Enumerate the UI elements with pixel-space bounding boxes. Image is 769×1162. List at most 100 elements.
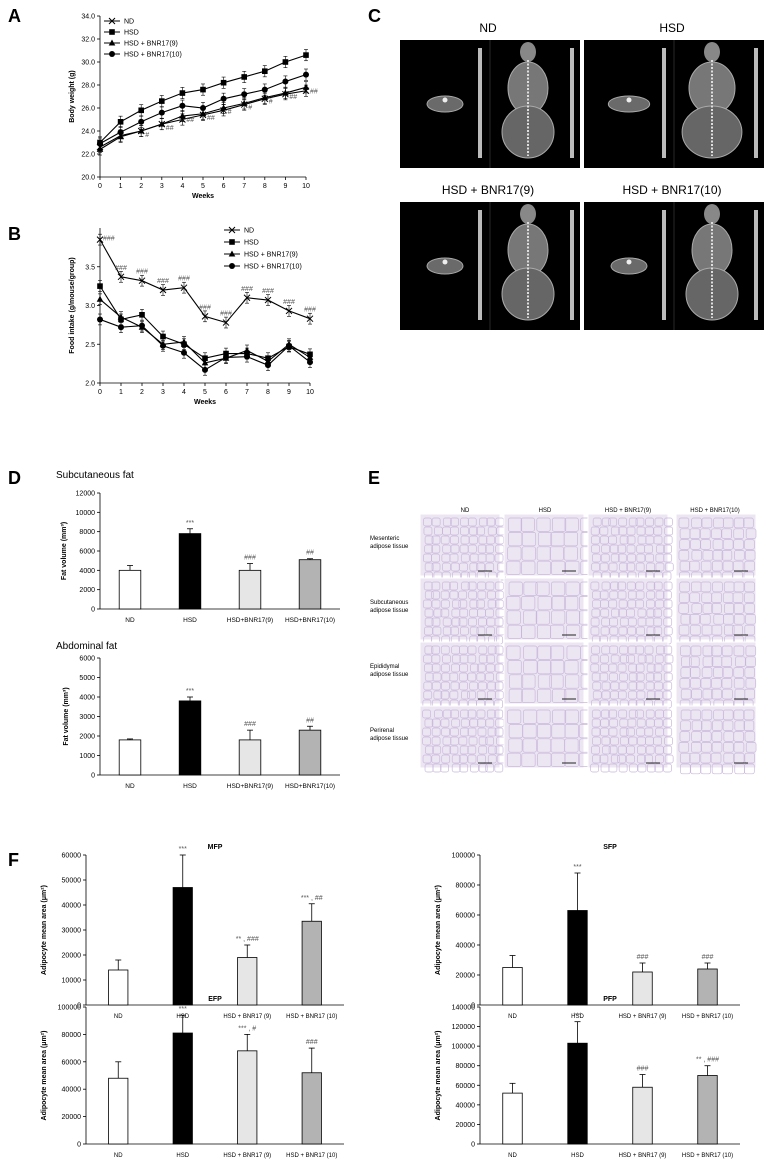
data-point (222, 319, 230, 326)
annotation: ## (306, 550, 314, 557)
adipocyte-cell (653, 535, 663, 545)
adipocyte-cell (523, 660, 538, 675)
adipocyte-cell (689, 656, 700, 667)
adipocyte-cell (468, 590, 478, 600)
adipocyte-cell (700, 763, 712, 775)
ct-label-hsd: HSD (659, 21, 685, 35)
adipocyte-cell (645, 681, 655, 691)
adipocyte-cell (459, 608, 469, 618)
adipocyte-cell (637, 654, 647, 664)
adipocyte-cell (618, 626, 628, 636)
adipocyte-cell (552, 517, 567, 532)
histology-tile (675, 513, 757, 583)
adipocyte-cell (507, 546, 522, 561)
adipocyte-cell (627, 553, 637, 563)
adipocyte-cell (712, 550, 724, 561)
adipocyte-cell (469, 562, 479, 572)
category-label: HSD + BNR17 (9) (619, 1014, 667, 1020)
adipocyte-cell (733, 645, 745, 657)
adipocyte-cell (628, 681, 638, 691)
annotation: *** , # (238, 1025, 256, 1032)
adipocyte-cell (654, 654, 664, 664)
adipocyte-cell (520, 517, 535, 532)
adipocyte-cell (663, 581, 673, 591)
adipocyte-cell (601, 690, 611, 700)
adipocyte-cell (521, 546, 536, 561)
adipocyte-cell (431, 754, 441, 764)
data-point (303, 71, 309, 78)
y-tick-label: 0 (471, 1003, 475, 1010)
y-tick-label: 4000 (79, 568, 95, 575)
adipocyte-cell (678, 517, 690, 529)
adipocyte-cell (609, 617, 618, 627)
data-point (138, 118, 145, 125)
data-point (200, 86, 206, 93)
adipocyte-cell (508, 532, 523, 547)
bar (632, 1086, 653, 1145)
adipocyte-cell (690, 539, 701, 550)
data-point (117, 313, 125, 320)
y-tick-label: 20000 (456, 973, 476, 980)
adipocyte-cell (469, 535, 478, 545)
annotation: # (269, 99, 273, 106)
data-point (241, 91, 248, 98)
y-tick-label: 80000 (456, 883, 476, 890)
adipocyte-cell (431, 544, 441, 554)
adipocyte-cell (433, 608, 443, 618)
adipocyte-cell (521, 596, 536, 611)
adipocyte-cell (619, 736, 629, 746)
adipocyte-cell (467, 690, 476, 700)
adipocyte-cell (626, 754, 635, 764)
data-point (220, 79, 227, 86)
adipocyte-cell (653, 617, 663, 627)
adipocyte-cell (431, 599, 441, 609)
legend-label: HSD + BNR17(9) (124, 41, 178, 48)
adipocyte-cell (646, 763, 656, 773)
adipocyte-cell (626, 608, 635, 618)
adipocyte-cell (536, 517, 551, 532)
adipocyte-cell (663, 663, 673, 673)
ct-body-head (704, 204, 720, 224)
data-point (240, 99, 248, 106)
adipocyte-cell (431, 553, 440, 563)
adipocyte-cell (506, 610, 521, 625)
bar (172, 887, 193, 1006)
adipocyte-cell (745, 614, 756, 625)
adipocyte-cell (723, 624, 735, 636)
adipocyte-cell (451, 718, 461, 728)
adipocyte-cell (663, 626, 673, 636)
category-label: HSD + BNR17 (9) (223, 1014, 271, 1020)
chart-title: EFP (208, 996, 222, 1003)
adipocyte-cell (724, 603, 735, 614)
adipocyte-cell (655, 590, 665, 600)
adipocyte-cell (744, 581, 755, 593)
data-point (265, 362, 271, 369)
adipocyte-cell (609, 718, 618, 728)
bar (567, 910, 588, 1006)
adipocyte-cell (592, 590, 601, 600)
y-axis-label: Adipocyte mean area (μm²) (41, 885, 48, 975)
data-point (97, 316, 103, 323)
panel-label-e: E (368, 468, 380, 488)
annotation: *** (186, 520, 194, 527)
adipocyte-cell (662, 590, 672, 600)
data-point (303, 52, 309, 58)
ct-scale-bar (478, 48, 482, 158)
annotation: *** (186, 688, 194, 695)
y-tick-label: 10000 (62, 978, 82, 985)
adipocyte-cell (702, 645, 714, 657)
category-label: HSD (176, 1153, 189, 1159)
histology-image (503, 513, 585, 577)
x-tick-label: 3 (160, 183, 164, 190)
adipocyte-cell (565, 610, 581, 625)
y-tick-label: 40000 (456, 1102, 476, 1109)
adipocyte-cell (723, 742, 734, 753)
adipocyte-cell (424, 562, 434, 572)
adipocyte-cell (627, 626, 637, 636)
data-point (108, 17, 116, 25)
adipocyte-cell (635, 562, 645, 572)
x-axis-label: Weeks (194, 399, 216, 406)
adipocyte-cell (425, 745, 434, 755)
adipocyte-cell (609, 544, 619, 554)
adipocyte-cell (711, 731, 723, 742)
